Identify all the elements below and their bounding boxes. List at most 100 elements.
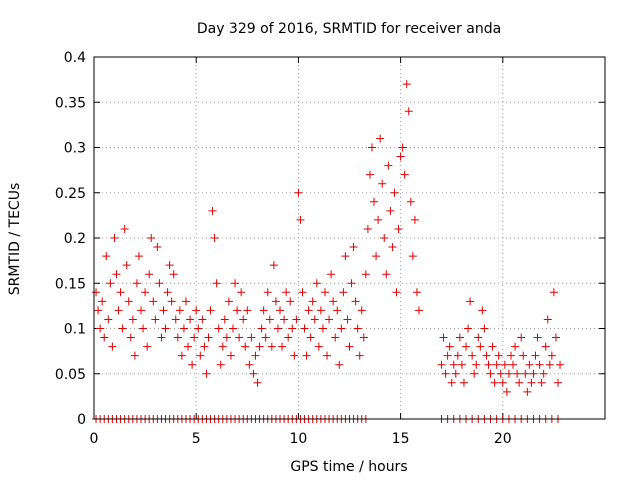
data-point [376,134,385,143]
data-point [457,360,466,369]
data-point [400,170,409,179]
data-point [494,351,503,360]
data-point [459,378,468,387]
y-tick-label: 0.35 [55,95,86,111]
grid-lines [94,57,605,419]
data-point [128,315,137,324]
data-point [410,215,419,224]
x-axis-label: GPS time / hours [290,459,407,475]
data-point [496,369,505,378]
data-point [157,333,166,342]
data-point [553,378,562,387]
data-point [515,378,524,387]
data-point [276,306,285,315]
data-point [249,369,258,378]
data-point [218,342,227,351]
data-point [255,342,264,351]
data-point [233,306,242,315]
data-point [155,279,164,288]
data-point [286,297,295,306]
y-tick-label: 0.25 [55,186,86,202]
data-point [488,342,497,351]
data-point [412,288,421,297]
data-point [468,351,477,360]
x-tick-label: 10 [289,431,307,447]
data-point [226,351,235,360]
data-point [470,369,479,378]
data-point [439,333,448,342]
data-point [357,306,366,315]
data-point [476,342,485,351]
data-point [167,297,176,306]
data-point [509,360,518,369]
data-point [302,351,311,360]
data-point [122,261,131,270]
data-point [181,297,190,306]
data-point [312,279,321,288]
data-point [224,297,233,306]
data-point [447,378,456,387]
data-point [300,324,309,333]
data-point [351,297,360,306]
data-point [143,342,152,351]
data-point [292,315,301,324]
data-point [130,351,139,360]
data-point [318,324,327,333]
data-point [337,324,346,333]
data-point [243,306,252,315]
data-point [327,270,336,279]
data-point [184,342,193,351]
data-point [492,360,501,369]
data-point [208,206,217,215]
data-point [110,234,119,242]
data-point [323,351,332,360]
data-point [363,224,372,233]
tick-labels: 0 0.05 0.1 0.15 0.2 0.25 0.3 0.35 0.4 0 5 10 15 20 [55,50,512,447]
data-point [484,360,493,369]
y-tick-label: 0.1 [64,322,86,338]
data-point [517,333,526,342]
data-point [527,378,536,387]
data-point [173,333,182,342]
data-point [398,143,407,152]
data-point [100,333,109,342]
data-point [253,378,262,387]
data-point [106,279,115,288]
data-point [443,351,452,360]
data-point [500,360,509,369]
data-point [386,206,395,215]
data-point [159,306,168,315]
data-point [257,324,266,333]
data-point [169,270,178,279]
data-point [220,315,229,324]
data-point [259,306,268,315]
data-point [437,360,446,369]
data-point [116,288,125,297]
data-point [194,324,203,333]
data-point [380,234,389,242]
data-point [102,252,111,261]
data-point [149,297,158,306]
data-point [171,315,180,324]
data-point [147,234,156,242]
data-point [241,342,250,351]
data-point [273,324,282,333]
data-point [504,369,513,378]
data-point [251,351,260,360]
data-point [320,288,329,297]
data-point [210,234,219,242]
data-point [108,342,117,351]
data-point [486,369,495,378]
data-point [347,279,356,288]
data-point [506,351,515,360]
data-point [445,342,454,351]
data-point [474,333,483,342]
data-point [284,333,293,342]
data-point [533,333,542,342]
data-point [280,315,289,324]
data-point [282,288,291,297]
data-point [370,197,379,206]
data-point [261,333,270,342]
data-point [472,360,481,369]
